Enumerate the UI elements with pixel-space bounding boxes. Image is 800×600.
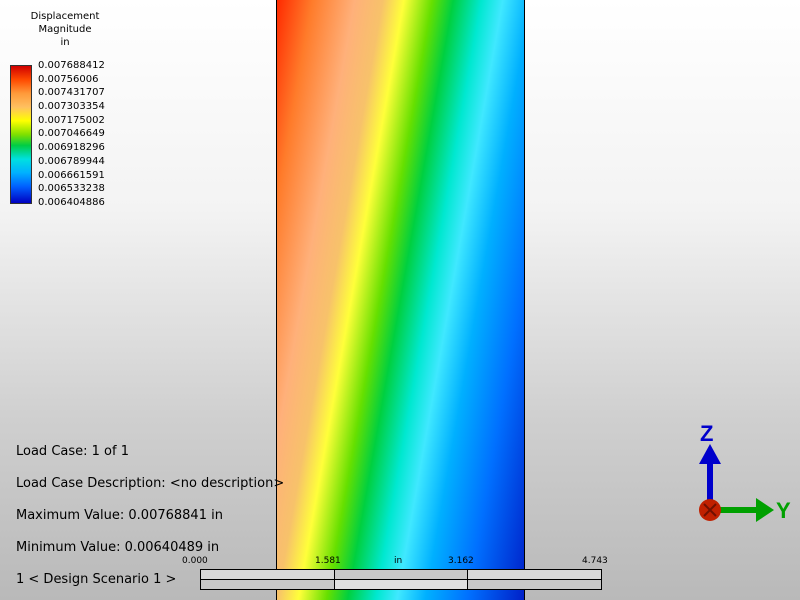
scale-tick [334,570,335,589]
load-case-description-text: Load Case Description: <no description> [16,476,285,491]
scale-tick-label: 3.162 [448,556,474,566]
scale-segment [467,570,601,579]
legend-title-line1: Displacement [30,11,100,22]
z-axis-label: Z [700,421,713,446]
y-axis-arrow-icon [712,498,774,522]
legend-labels: 0.007688412 0.00756006 0.007431707 0.007… [38,59,118,210]
scale-tick-label: 4.743 [582,556,608,566]
legend-value: 0.006789944 [38,155,105,167]
load-case-text: Load Case: 1 of 1 [16,444,129,459]
scale-tick-label: 0.000 [182,556,208,566]
legend-title-line2: Magnitude [38,24,92,35]
legend-title-line3: in [60,37,70,48]
scale-bar [200,569,602,590]
legend-value: 0.007175002 [38,114,105,126]
z-axis-arrow-icon [699,444,721,510]
scale-tick-label: 1.581 [315,556,341,566]
legend-value: 0.006533238 [38,183,105,195]
maximum-value-text: Maximum Value: 0.00768841 in [16,508,223,523]
legend-title: Displacement Magnitude in [20,10,110,49]
minimum-value-text: Minimum Value: 0.00640489 in [16,540,220,555]
scale-tick [467,570,468,589]
legend-value: 0.006661591 [38,169,105,181]
scale-unit-label: in [394,556,403,566]
legend-value: 0.007431707 [38,87,105,99]
legend-color-bar [10,65,32,204]
scale-mid-line [201,579,601,580]
x-axis-origin-icon [699,499,721,521]
design-scenario-text: 1 < Design Scenario 1 > [16,572,177,587]
legend-value: 0.00756006 [38,73,99,85]
legend-value: 0.006404886 [38,196,105,208]
displacement-contour-plot[interactable] [276,0,525,600]
scale-segment [334,580,467,589]
scale-segment [201,570,334,579]
legend-value: 0.007303354 [38,101,105,113]
axis-triad[interactable]: Z Y [690,420,800,530]
legend-value: 0.007688412 [38,60,105,71]
legend-value: 0.007046649 [38,128,105,140]
legend-value: 0.006918296 [38,142,105,154]
y-axis-label: Y [776,498,791,523]
